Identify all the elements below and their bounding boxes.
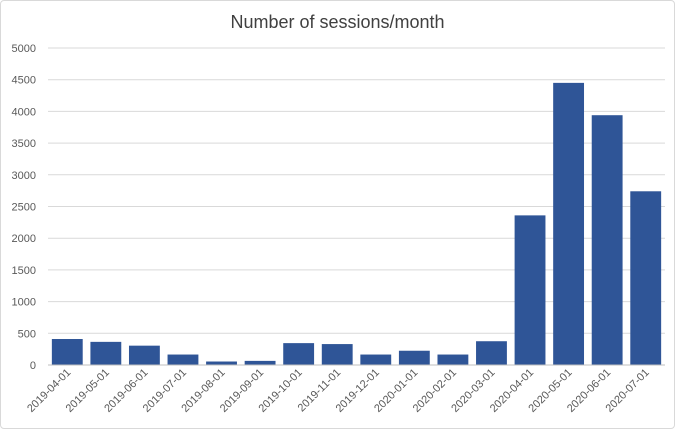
y-axis-ticks: 0 500 1000 1500 2000 2500 3000 3500 4000 4500 5000 (12, 43, 36, 372)
bar-2020-07-01 (630, 191, 662, 365)
bar-2019-10-01 (283, 343, 315, 365)
y-tick-label: 1500 (12, 265, 36, 277)
bar-2019-09-01 (244, 360, 276, 365)
bar-2019-06-01 (128, 345, 160, 365)
bar-2020-05-01 (553, 82, 585, 366)
y-tick-label: 0 (30, 360, 36, 372)
bars (51, 82, 662, 366)
bar-2020-03-01 (476, 341, 507, 365)
y-tick-label: 2000 (12, 233, 36, 245)
x-axis-ticks: 2019-04-012019-05-012019-06-012019-07-01… (25, 367, 652, 415)
bar-2020-04-01 (514, 215, 546, 365)
bar-2019-04-01 (51, 339, 83, 365)
y-tick-label: 4000 (12, 106, 36, 118)
bar-2019-08-01 (206, 361, 237, 365)
y-tick-label: 3500 (12, 138, 36, 150)
bar-2020-02-01 (437, 354, 469, 365)
chart-title: Number of sessions/month (230, 12, 445, 32)
y-tick-label: 2500 (12, 202, 36, 214)
bar-2019-07-01 (167, 354, 199, 365)
y-tick-label: 5000 (12, 43, 36, 55)
bar-2020-06-01 (591, 115, 623, 365)
y-tick-label: 4500 (12, 75, 36, 87)
bar-2019-11-01 (321, 344, 353, 365)
bar-2019-12-01 (360, 354, 392, 365)
y-tick-label: 1000 (12, 297, 36, 309)
bar-2019-05-01 (90, 341, 122, 365)
bar-2020-01-01 (398, 350, 430, 365)
y-tick-label: 500 (18, 328, 36, 340)
y-tick-label: 3000 (12, 170, 36, 182)
